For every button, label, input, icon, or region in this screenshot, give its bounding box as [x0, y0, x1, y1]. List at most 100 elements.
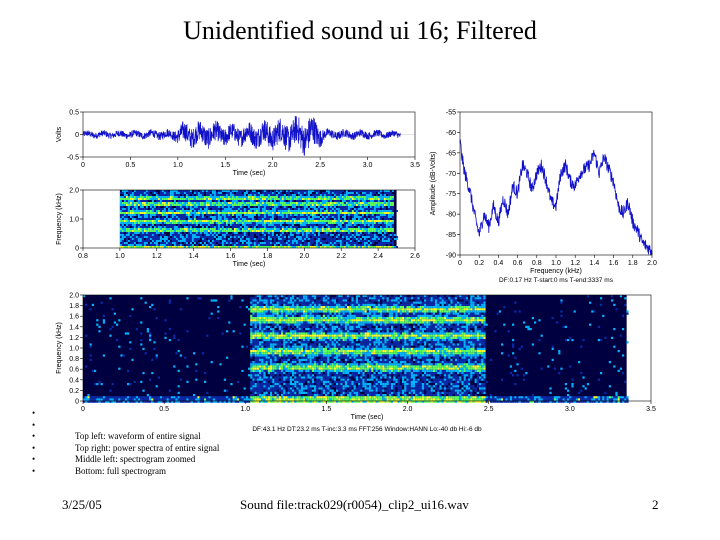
- spectrogram-cell: [317, 222, 320, 224]
- spectrogram-cell: [259, 321, 262, 324]
- spectrogram-cell: [250, 330, 253, 333]
- spectrogram-cell: [177, 369, 180, 372]
- spectrogram-cell: [347, 216, 350, 218]
- spectrogram-cell: [245, 236, 248, 238]
- spectrogram-cell: [289, 228, 292, 230]
- spectrogram-cell: [261, 372, 264, 375]
- spectrogram-cell: [337, 208, 340, 210]
- spectrogram-cell: [195, 224, 198, 226]
- spectrogram-cell: [294, 303, 297, 306]
- spectrogram-cell: [167, 244, 170, 246]
- spectrogram-cell: [367, 232, 370, 234]
- spectrogram-cell: [274, 367, 277, 370]
- spectrogram-cell: [261, 226, 264, 228]
- spectrogram-cell: [327, 226, 330, 228]
- spectrogram-cell: [355, 230, 358, 232]
- spectrogram-cell: [287, 332, 290, 335]
- spectrogram-cell: [175, 398, 178, 401]
- spectrogram-cell: [211, 198, 214, 200]
- spectrogram-cell: [243, 398, 246, 401]
- spectrogram-cell: [217, 198, 220, 200]
- spectrogram-cell: [119, 204, 122, 206]
- spectrogram-cell: [140, 339, 143, 342]
- spectrogram-cell: [239, 198, 242, 200]
- spectrogram-cell: [254, 345, 257, 348]
- spectrogram-cell: [339, 192, 342, 194]
- spectrogram-cell: [153, 238, 156, 240]
- spectrogram-cell: [323, 232, 326, 234]
- spectrogram-cell: [361, 198, 364, 200]
- spectrogram-cell: [257, 216, 260, 218]
- spectrogram-cell: [293, 214, 296, 216]
- spectrogram-cell: [287, 246, 290, 248]
- spectrogram-cell: [278, 398, 281, 401]
- spectrogram-cell: [281, 332, 284, 335]
- spectrogram-cell: [287, 308, 290, 311]
- spectrogram-cell: [285, 246, 288, 248]
- spectrogram-cell: [367, 190, 370, 192]
- spectrogram-cell: [209, 230, 212, 232]
- spectrogram-cell: [243, 208, 246, 210]
- spectrogram-cell: [229, 196, 232, 198]
- spectrogram-cell: [197, 194, 200, 196]
- spectrogram-cell: [137, 214, 140, 216]
- spectrogram-cell: [385, 220, 388, 222]
- spectrogram-cell: [119, 208, 122, 210]
- spectrogram-cell: [283, 226, 286, 228]
- spectrogram-cell: [327, 190, 330, 192]
- spectrogram-cell: [283, 339, 286, 342]
- spectrogram-cell: [173, 196, 176, 198]
- spectrogram-cell: [137, 242, 140, 244]
- spectrogram-cell: [276, 308, 279, 311]
- spectrogram-cell: [275, 236, 278, 238]
- spectrogram-cell: [295, 200, 298, 202]
- spectrogram-cell: [209, 242, 212, 244]
- spectrogram-cell: [251, 214, 254, 216]
- spectrogram-cell: [265, 218, 268, 220]
- spectrogram-cell: [175, 396, 178, 399]
- spectrogram-cell: [371, 222, 374, 224]
- spectrogram-cell: [179, 216, 182, 218]
- spectrogram-cell: [161, 198, 164, 200]
- spectrogram-cell: [263, 297, 266, 300]
- spectrogram-cell: [325, 226, 328, 228]
- spectrogram-cell: [203, 210, 206, 212]
- spectrogram-cell: [272, 352, 275, 355]
- spectrogram-cell: [255, 238, 258, 240]
- spectrogram-cell: [165, 242, 168, 244]
- spectrogram-cell: [301, 230, 304, 232]
- spectrogram-cell: [377, 206, 380, 208]
- spectrogram-cell: [285, 242, 288, 244]
- spectrogram-cell: [125, 244, 128, 246]
- spectrogram-cell: [309, 202, 312, 204]
- spectrogram-cell: [365, 216, 368, 218]
- spectrogram-cell: [142, 398, 145, 401]
- spectrogram-cell: [363, 212, 366, 214]
- spectrogram-cell: [254, 354, 257, 357]
- spectrogram-cell: [257, 196, 260, 198]
- spectrogram-cell: [207, 190, 210, 192]
- spectrogram-cell: [381, 200, 384, 202]
- spectrogram-cell: [331, 202, 334, 204]
- spectrogram-cell: [325, 228, 328, 230]
- spectrogram-cell: [301, 234, 304, 236]
- spectrogram-cell: [215, 210, 218, 212]
- spectrogram-cell: [383, 202, 386, 204]
- spectrogram-cell: [283, 380, 286, 383]
- spectrogram-cell: [292, 358, 295, 361]
- spectrogram-cell: [121, 210, 124, 212]
- spectrogram-cell: [329, 228, 332, 230]
- spectrogram-cell: [295, 242, 298, 244]
- spectrogram-cell: [327, 236, 330, 238]
- spectrogram-cell: [273, 244, 276, 246]
- spectrogram-cell: [139, 218, 142, 220]
- spectrogram-cell: [341, 244, 344, 246]
- spectrogram-cell: [155, 242, 158, 244]
- spectrogram-cell: [263, 220, 266, 222]
- spectrogram-cell: [139, 212, 142, 214]
- spectrogram-cell: [250, 303, 253, 306]
- spectrogram-cell: [195, 398, 198, 401]
- spectrogram-cell: [295, 226, 298, 228]
- spectrogram-cell: [251, 208, 254, 210]
- spectrogram-cell: [337, 228, 340, 230]
